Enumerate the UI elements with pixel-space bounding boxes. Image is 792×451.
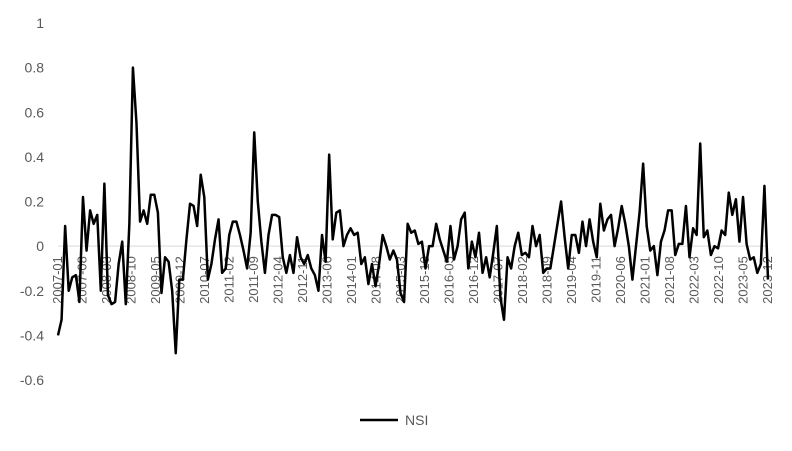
x-tick-label: 2020-06 [613,256,628,304]
x-tick-label: 2022-10 [711,256,726,304]
x-tick-label: 2021-08 [662,256,677,304]
x-tick-label: 2023-12 [760,256,775,304]
y-tick-label: -0.2 [20,283,44,299]
x-tick-label: 2022-03 [687,256,702,304]
x-tick-label: 2010-07 [197,256,212,304]
y-tick-label: 1 [36,15,44,31]
x-tick-label: 2012-11 [295,256,310,303]
y-tick-label: 0.6 [25,104,45,120]
y-tick-label: 0.8 [25,60,45,76]
x-tick-label: 2012-04 [270,256,285,304]
x-tick-label: 2013-06 [319,256,334,304]
x-tick-label: 2014-01 [344,256,359,304]
x-tick-label: 2015-10 [417,256,432,304]
x-tick-label: 2007-01 [50,256,65,304]
y-tick-label: 0 [36,238,44,254]
x-tick-label: 2019-11 [589,256,604,303]
x-tick-label: 2016-05 [442,256,457,304]
x-tick-label: 2018-02 [515,256,530,304]
plot-area [56,66,770,355]
y-tick-label: -0.4 [20,327,44,343]
x-tick-label: 2021-01 [638,256,653,304]
y-tick-label: 0.4 [25,149,45,165]
series-line-nsi [56,66,770,355]
y-axis: 1 0.8 0.6 0.4 0.2 0 -0.2 -0.4 -0.6 [20,15,44,388]
x-tick-label: 2016-12 [466,256,481,304]
legend-label-nsi: NSI [405,412,428,428]
y-tick-label: -0.6 [20,372,44,388]
x-tick-label: 2011-02 [221,256,236,303]
x-tick-label: 2017-07 [491,256,506,304]
y-tick-label: 0.2 [25,194,45,210]
x-tick-label: 2023-05 [736,256,751,304]
x-tick-label: 2011-09 [246,256,261,303]
legend: NSI [360,412,428,428]
